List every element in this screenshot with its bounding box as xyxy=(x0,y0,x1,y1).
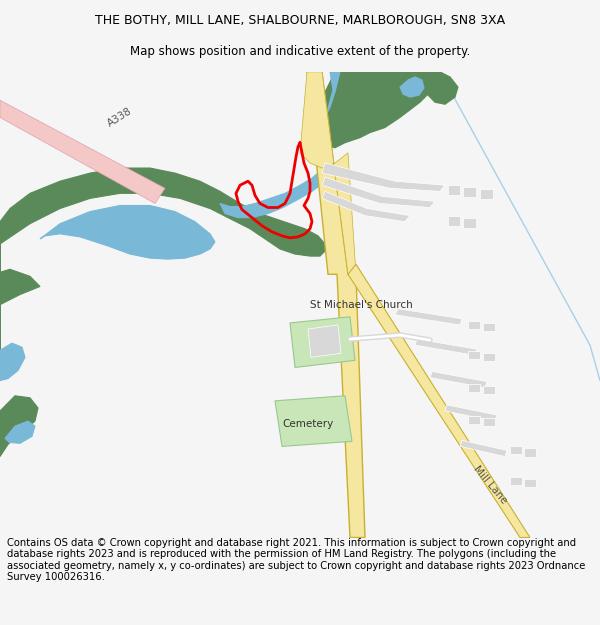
Polygon shape xyxy=(483,353,495,361)
Polygon shape xyxy=(463,217,476,227)
Polygon shape xyxy=(468,416,480,424)
Polygon shape xyxy=(348,264,530,538)
Polygon shape xyxy=(5,421,35,443)
Polygon shape xyxy=(448,185,460,196)
Polygon shape xyxy=(290,317,355,368)
Text: Cemetery: Cemetery xyxy=(283,419,334,429)
Polygon shape xyxy=(275,396,352,446)
Polygon shape xyxy=(468,384,480,392)
Polygon shape xyxy=(510,477,522,485)
Polygon shape xyxy=(483,386,495,394)
Polygon shape xyxy=(468,351,480,359)
Polygon shape xyxy=(40,206,215,259)
Polygon shape xyxy=(430,371,487,388)
Polygon shape xyxy=(448,216,460,226)
Polygon shape xyxy=(0,100,165,204)
Text: THE BOTHY, MILL LANE, SHALBOURNE, MARLBOROUGH, SN8 3XA: THE BOTHY, MILL LANE, SHALBOURNE, MARLBO… xyxy=(95,14,505,27)
Polygon shape xyxy=(0,168,325,284)
Polygon shape xyxy=(400,77,424,97)
Polygon shape xyxy=(445,405,497,421)
Text: Mill Lane: Mill Lane xyxy=(472,464,509,506)
Polygon shape xyxy=(468,321,480,329)
Polygon shape xyxy=(483,418,495,426)
Text: A338: A338 xyxy=(106,106,134,129)
Polygon shape xyxy=(0,269,40,366)
Polygon shape xyxy=(425,72,458,104)
Polygon shape xyxy=(220,72,340,218)
Polygon shape xyxy=(415,339,477,355)
Polygon shape xyxy=(395,309,462,325)
Polygon shape xyxy=(463,188,476,198)
Polygon shape xyxy=(483,323,495,331)
Polygon shape xyxy=(307,72,365,538)
Polygon shape xyxy=(510,446,522,454)
Polygon shape xyxy=(460,441,507,456)
Polygon shape xyxy=(322,177,435,208)
Text: Map shows position and indicative extent of the property.: Map shows position and indicative extent… xyxy=(130,45,470,58)
Polygon shape xyxy=(480,189,493,199)
Polygon shape xyxy=(300,72,356,274)
Text: Contains OS data © Crown copyright and database right 2021. This information is : Contains OS data © Crown copyright and d… xyxy=(7,538,586,582)
Polygon shape xyxy=(318,72,440,148)
Polygon shape xyxy=(308,325,341,357)
Polygon shape xyxy=(0,343,25,381)
Polygon shape xyxy=(322,191,410,222)
Polygon shape xyxy=(524,448,536,456)
Polygon shape xyxy=(0,396,38,456)
Polygon shape xyxy=(524,479,536,487)
Text: St Michael's Church: St Michael's Church xyxy=(310,299,413,309)
Polygon shape xyxy=(322,163,445,191)
